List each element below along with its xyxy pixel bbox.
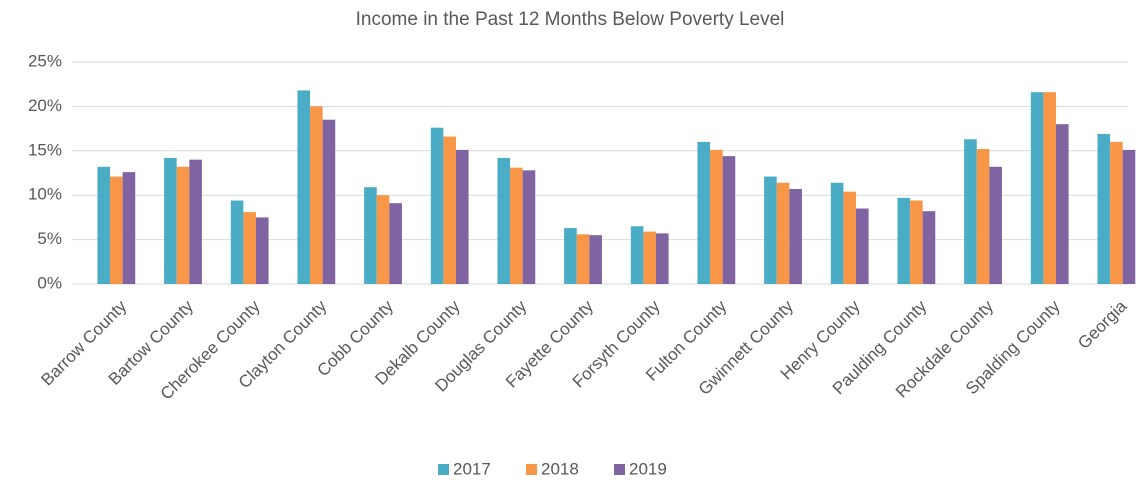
bar	[497, 157, 511, 284]
bar	[643, 231, 656, 284]
bar	[910, 200, 923, 284]
y-tick-label: 15%	[28, 140, 62, 159]
bar	[830, 182, 844, 284]
legend-swatch	[526, 464, 537, 475]
bar	[1030, 92, 1044, 284]
bar	[510, 167, 523, 284]
legend-label: 2017	[453, 459, 491, 478]
bar	[964, 139, 977, 284]
bar	[430, 127, 444, 284]
bar	[1043, 92, 1057, 284]
y-tick-label: 20%	[28, 96, 62, 115]
bar	[522, 170, 536, 284]
bar	[364, 187, 377, 284]
bar	[655, 233, 669, 284]
bar	[897, 197, 911, 284]
bar	[1122, 149, 1136, 284]
chart-title: Income in the Past 12 Months Below Pover…	[356, 9, 785, 30]
bar	[1056, 124, 1069, 284]
bar	[843, 191, 857, 284]
legend-swatch	[438, 464, 449, 475]
bar	[1110, 141, 1123, 284]
legend-label: 2019	[629, 459, 667, 478]
bar	[189, 159, 202, 284]
bar	[589, 235, 602, 284]
bar	[776, 182, 790, 284]
bar	[722, 156, 736, 284]
bar	[110, 176, 123, 284]
bar	[389, 203, 402, 284]
y-tick-label: 5%	[37, 229, 62, 248]
bar	[710, 149, 723, 284]
bar	[922, 211, 936, 284]
bar	[164, 157, 177, 284]
bar	[243, 212, 256, 284]
bar	[443, 136, 456, 284]
bar	[122, 172, 136, 284]
bar	[697, 141, 711, 284]
bar	[576, 234, 590, 284]
bar	[97, 166, 111, 284]
bar	[989, 166, 1002, 284]
y-tick-label: 0%	[37, 273, 62, 292]
bar	[856, 208, 869, 284]
y-tick-label: 10%	[28, 185, 62, 204]
bar	[376, 195, 390, 284]
bar	[764, 176, 777, 284]
bar	[1097, 133, 1111, 284]
legend-swatch	[614, 464, 625, 475]
bar	[230, 200, 244, 284]
bar	[310, 106, 323, 285]
y-tick-label: 25%	[28, 51, 62, 70]
bar	[297, 90, 311, 284]
bar	[455, 149, 469, 284]
legend-label: 2018	[541, 459, 579, 478]
bar	[976, 149, 990, 284]
bar	[564, 228, 577, 284]
x-tick-label: Georgia	[1074, 296, 1131, 353]
bar	[789, 188, 802, 284]
bar	[630, 226, 644, 284]
bar	[322, 119, 336, 284]
bar	[255, 217, 269, 284]
bar	[176, 166, 190, 284]
